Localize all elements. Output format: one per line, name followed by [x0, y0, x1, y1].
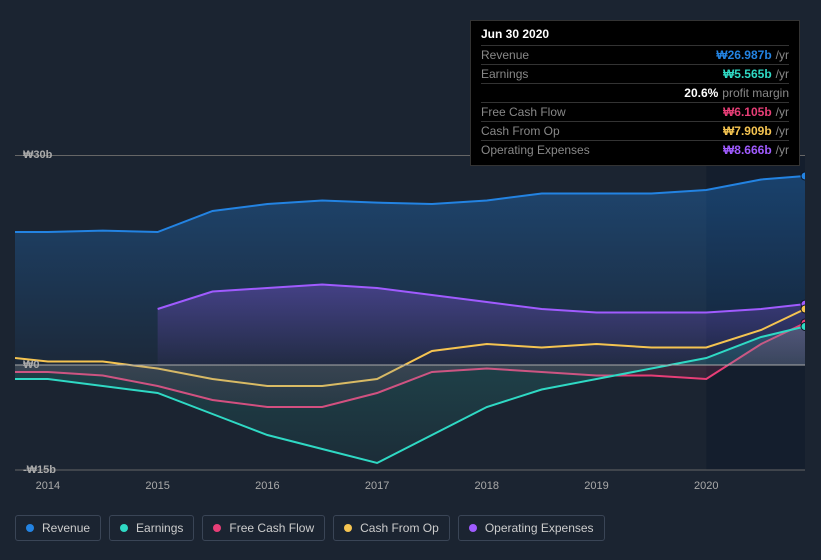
legend-label: Operating Expenses — [485, 521, 594, 535]
tooltip-metric-label: Operating Expenses — [481, 143, 590, 157]
legend-dot-icon — [213, 524, 221, 532]
tooltip-metric-unit: /yr — [776, 124, 789, 138]
legend-dot-icon — [469, 524, 477, 532]
tooltip-metric-value: ₩5.565b — [723, 67, 772, 81]
tooltip-metric-value: ₩8.666b — [723, 143, 772, 157]
x-axis-label: 2014 — [36, 480, 60, 492]
tooltip-metric-label: Revenue — [481, 48, 529, 62]
marker-revenue — [801, 172, 805, 180]
tooltip-metric-label: Free Cash Flow — [481, 105, 566, 119]
x-axis-label: 2019 — [584, 480, 608, 492]
x-axis-label: 2018 — [475, 480, 499, 492]
legend-item-fcf[interactable]: Free Cash Flow — [202, 515, 325, 541]
chart-legend: Revenue Earnings Free Cash Flow Cash From O… — [15, 515, 605, 541]
tooltip-metric-unit: /yr — [776, 67, 789, 81]
x-axis-label: 2016 — [255, 480, 279, 492]
tooltip-metric-unit: profit margin — [722, 86, 789, 100]
y-axis-label: ₩30b — [23, 149, 63, 161]
legend-label: Earnings — [136, 521, 183, 535]
tooltip-date: Jun 30 2020 — [481, 27, 789, 45]
x-axis-label: 2020 — [694, 480, 718, 492]
legend-item-cash_op[interactable]: Cash From Op — [333, 515, 450, 541]
marker-cash_op — [801, 305, 805, 313]
tooltip-metric-unit: /yr — [776, 143, 789, 157]
legend-item-revenue[interactable]: Revenue — [15, 515, 101, 541]
tooltip-metric-value: ₩7.909b — [723, 124, 772, 138]
legend-dot-icon — [26, 524, 34, 532]
financials-chart[interactable]: ₩30b₩0-₩15b — [15, 155, 805, 495]
chart-tooltip: Jun 30 2020 Revenue ₩26.987b/yr Earnings ₩5… — [470, 20, 800, 166]
legend-label: Cash From Op — [360, 521, 439, 535]
y-axis-label: ₩0 — [23, 359, 63, 371]
marker-earnings — [801, 323, 805, 331]
tooltip-metric-value: ₩26.987b — [716, 48, 771, 62]
legend-item-earnings[interactable]: Earnings — [109, 515, 194, 541]
x-axis-label: 2015 — [145, 480, 169, 492]
legend-label: Free Cash Flow — [229, 521, 314, 535]
tooltip-metric-label: Earnings — [481, 67, 528, 81]
tooltip-metric-label: Cash From Op — [481, 124, 560, 138]
tooltip-metric-unit: /yr — [776, 105, 789, 119]
tooltip-row: Cash From Op ₩7.909b/yr — [481, 121, 789, 140]
chart-x-axis: 2014 2015 2016 2017 2018 2019 2020 — [15, 480, 805, 500]
legend-item-op_exp[interactable]: Operating Expenses — [458, 515, 605, 541]
tooltip-metric-value: 20.6% — [684, 86, 718, 100]
tooltip-row: 20.6% profit margin — [481, 83, 789, 102]
tooltip-metric-value: ₩6.105b — [723, 105, 772, 119]
tooltip-row: Free Cash Flow ₩6.105b/yr — [481, 102, 789, 121]
x-axis-label: 2017 — [365, 480, 389, 492]
legend-dot-icon — [120, 524, 128, 532]
tooltip-row: Revenue ₩26.987b/yr — [481, 45, 789, 64]
tooltip-row: Operating Expenses ₩8.666b/yr — [481, 140, 789, 159]
tooltip-row: Earnings ₩5.565b/yr — [481, 64, 789, 83]
legend-dot-icon — [344, 524, 352, 532]
y-axis-label: -₩15b — [23, 464, 63, 476]
legend-label: Revenue — [42, 521, 90, 535]
tooltip-metric-unit: /yr — [776, 48, 789, 62]
